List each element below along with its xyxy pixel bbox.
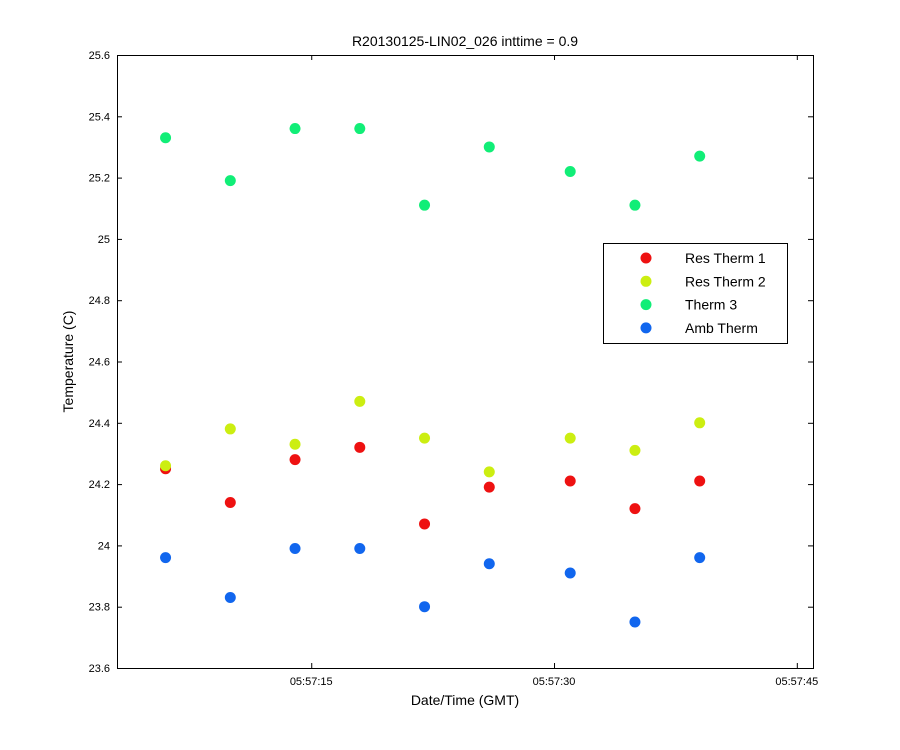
legend: Res Therm 1 Res Therm 2 Therm 3 Amb Therm [603, 243, 788, 344]
legend-marker [640, 275, 652, 287]
legend-label: Res Therm 2 [685, 273, 766, 289]
data-point [694, 150, 706, 162]
y-tick-label: 23.8 [89, 602, 110, 614]
data-point [224, 423, 236, 435]
y-tick-label: 25 [98, 234, 110, 246]
data-point [483, 141, 495, 153]
legend-label: Res Therm 1 [685, 250, 766, 266]
legend-marker [640, 299, 652, 311]
data-point [289, 542, 301, 554]
chart-title: R20130125-LIN02_026 inttime = 0.9 [352, 33, 578, 49]
data-point [483, 466, 495, 478]
y-axis-title: Temperature (C) [60, 311, 76, 413]
x-tick-label: 05:57:15 [290, 676, 333, 688]
data-point [629, 503, 641, 515]
legend-label: Therm 3 [685, 297, 737, 313]
y-tick-label: 24.6 [89, 357, 110, 369]
legend-marker [640, 252, 652, 264]
y-tick-label: 25.2 [89, 173, 110, 185]
data-point [419, 432, 431, 444]
data-point [564, 475, 576, 487]
data-point [629, 199, 641, 211]
data-point [289, 454, 301, 466]
y-tick-label: 24.2 [89, 479, 110, 491]
series-amb-therm [160, 542, 706, 628]
data-point [354, 395, 366, 407]
data-point [224, 175, 236, 187]
data-point [419, 601, 431, 613]
series-res-therm-1 [160, 441, 706, 530]
data-point [694, 475, 706, 487]
data-point [160, 132, 172, 144]
legend-box [603, 243, 788, 344]
data-point [419, 518, 431, 530]
data-point [160, 460, 172, 472]
x-axis-title: Date/Time (GMT) [411, 692, 519, 708]
y-axis: 23.6 23.8 24 24.2 24.4 24.6 24.8 25 25.2 25.4 25.6 [89, 50, 813, 675]
legend-label: Amb Therm [685, 320, 758, 336]
y-tick-label: 24.8 [89, 295, 110, 307]
data-point [483, 481, 495, 493]
data-point [483, 558, 495, 570]
data-point [419, 199, 431, 211]
data-point [354, 441, 366, 453]
series-res-therm-2 [160, 395, 706, 478]
plot-area [117, 55, 813, 668]
data-point [224, 496, 236, 508]
x-tick-label: 05:57:30 [533, 676, 576, 688]
y-tick-label: 24 [98, 540, 110, 552]
data-point [160, 552, 172, 564]
legend-marker [640, 322, 652, 334]
data-point [564, 165, 576, 177]
data-points [160, 123, 706, 628]
y-tick-label: 25.6 [89, 50, 110, 62]
data-point [289, 438, 301, 450]
data-point [289, 123, 301, 135]
data-point [694, 417, 706, 429]
plot-frame [117, 55, 814, 669]
data-point [564, 432, 576, 444]
data-point [629, 444, 641, 456]
data-point [354, 542, 366, 554]
data-point [354, 123, 366, 135]
data-point [694, 552, 706, 564]
x-tick-label: 05:57:45 [775, 676, 818, 688]
x-axis: 05:57:15 05:57:30 05:57:45 [290, 55, 818, 688]
data-point [564, 567, 576, 579]
data-point [224, 592, 236, 604]
y-tick-label: 24.4 [89, 418, 110, 430]
y-tick-label: 25.4 [89, 111, 110, 123]
data-point [629, 616, 641, 628]
series-therm-3 [160, 123, 706, 211]
y-tick-label: 23.6 [89, 663, 110, 675]
